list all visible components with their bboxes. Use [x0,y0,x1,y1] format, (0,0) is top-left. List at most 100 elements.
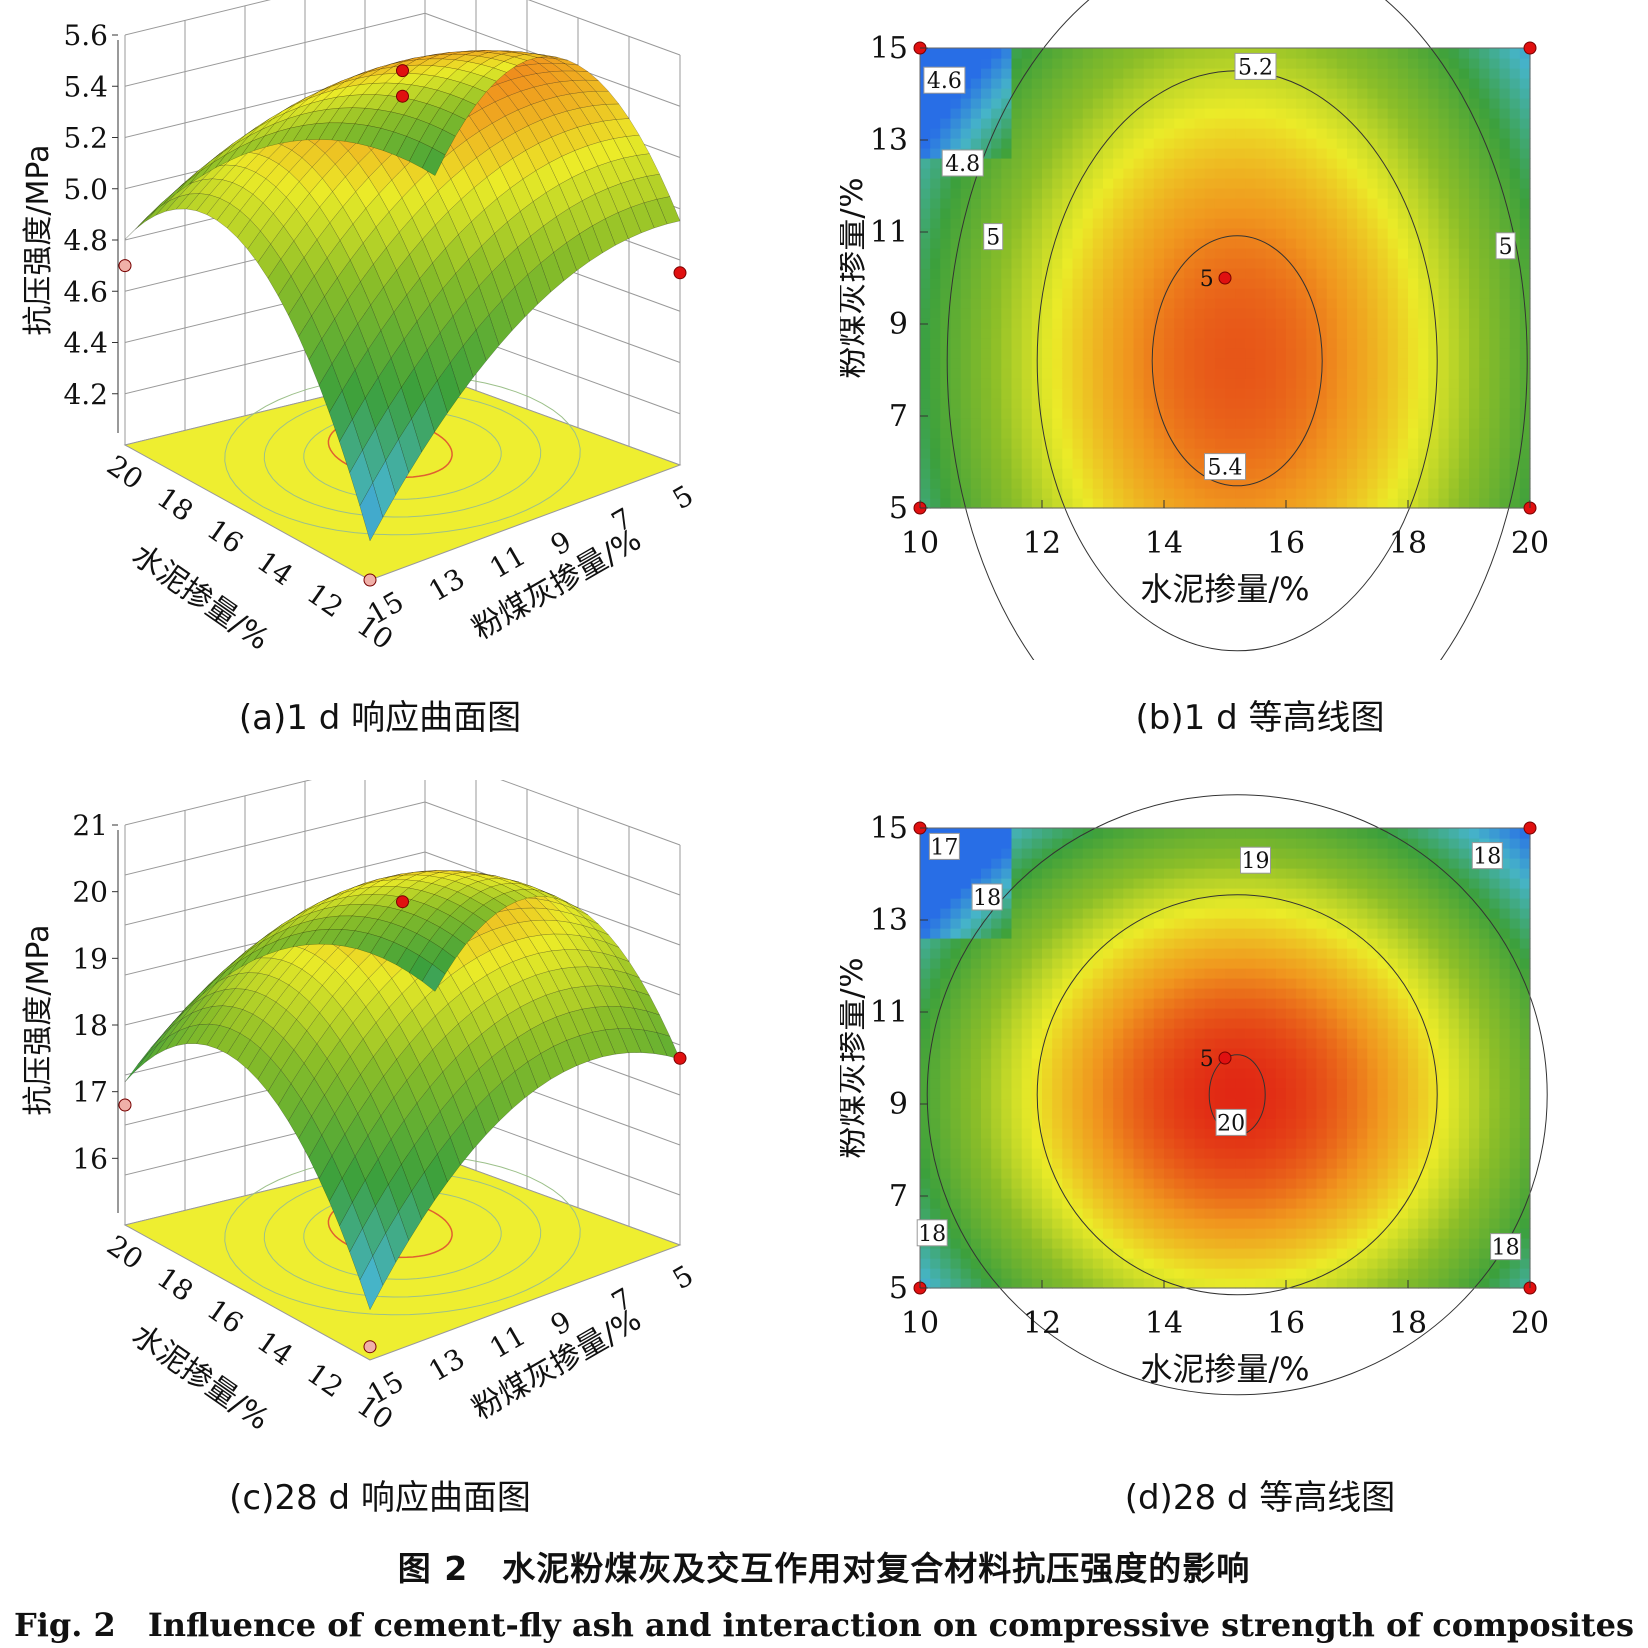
contour-cell [930,1268,941,1279]
contour-cell [1347,98,1358,109]
contour-cell [1336,318,1348,329]
contour-cell [1245,268,1257,279]
contour-cell [1235,438,1246,449]
contour-cell [1397,498,1409,509]
contour-cell [1072,78,1084,89]
contour-cell [1275,78,1287,89]
contour-cell [1326,448,1338,459]
contour-cell [1397,178,1409,189]
contour-cell [930,278,941,289]
contour-cell [970,838,982,849]
contour-cell [1062,1278,1074,1289]
contour-cell [1082,1018,1094,1029]
contour-cell [1042,1008,1053,1019]
contour-cell [1397,438,1409,449]
contour-cell [981,1108,992,1119]
contour-cell [1286,288,1297,299]
contour-cell [1062,1238,1074,1249]
contour-cell [1092,418,1104,429]
contour-cell [1286,398,1297,409]
contour-cell [1336,178,1348,189]
contour-cell [1204,158,1216,169]
contour-cell [960,1148,972,1159]
contour-cell [1265,198,1277,209]
contour-cell [1204,408,1216,419]
contour-cell [981,418,992,429]
contour-cell [1133,198,1145,209]
contour-cell [970,988,982,999]
contour-cell [930,1068,941,1079]
contour-cell [1469,388,1480,399]
contour-cell [1143,48,1155,59]
contour-cell [991,128,1002,139]
contour-cell [1184,358,1196,369]
contour-cell [1479,468,1490,479]
contour-cell [1377,88,1389,99]
contour-cell [930,388,941,399]
contour-field [920,828,1531,1289]
contour-cell [1418,118,1429,129]
contour-cell [1103,978,1114,989]
contour-cell [1113,168,1124,179]
contour-cell [1021,398,1033,409]
contour-cell [1001,268,1013,279]
contour-cell [1113,458,1124,469]
contour-cell [940,198,952,209]
contour-cell [1377,108,1389,119]
contour-cell [1123,458,1135,469]
contour-cell [1153,388,1165,399]
contour-cell [1397,358,1409,369]
contour-cell [1225,88,1236,99]
contour-cell [1031,198,1043,209]
contour-cell [1052,1268,1063,1279]
contour-cell [1499,258,1511,269]
contour-cell [1184,238,1196,249]
contour-cell [1164,248,1175,259]
contour-cell [1225,238,1236,249]
contour-cell [960,118,972,129]
contour-cell [1103,458,1114,469]
contour-cell [970,1138,982,1149]
contour-cell [950,1048,962,1059]
contour-cell [930,368,941,379]
contour-cell [1499,378,1511,389]
contour-cell [1072,978,1084,989]
contour-cell [1214,348,1226,359]
contour-cell [1194,308,1206,319]
contour-cell [940,1208,952,1219]
contour-cell [1052,988,1063,999]
contour-cell [1082,368,1094,379]
contour-cell [1072,98,1084,109]
contour-cell [1275,338,1287,349]
contour-cell [1336,408,1348,419]
contour-cell [1306,418,1318,429]
contour-cell [1062,1168,1074,1179]
contour-cell [1164,58,1175,69]
contour-cell [1458,228,1470,239]
contour-cell [1113,1158,1124,1169]
contour-cell [1428,348,1440,359]
contour-cell [1194,88,1206,99]
contour-cell [981,108,992,119]
contour-cell [1011,1148,1023,1159]
contour-cell [1103,1098,1114,1109]
contour-cell [1286,98,1297,109]
contour-cell [1113,1208,1124,1219]
floor-contour [263,1172,542,1298]
contour-cell [1031,428,1043,439]
contour-cell [920,978,931,989]
contour-cell [960,978,972,989]
contour-cell [1042,68,1053,79]
contour-cell [1245,468,1257,479]
contour-cell [1306,158,1318,169]
contour-cell [1052,1108,1063,1119]
contour-cell [970,1108,982,1119]
contour-cell [1103,448,1114,459]
contour-cell [940,1108,952,1119]
contour-cell [1479,188,1490,199]
contour-cell [970,1008,982,1019]
contour-cell [1164,478,1175,489]
contour-cell [1499,208,1511,219]
contour-cell [1326,278,1338,289]
contour-cell [1011,1198,1023,1209]
